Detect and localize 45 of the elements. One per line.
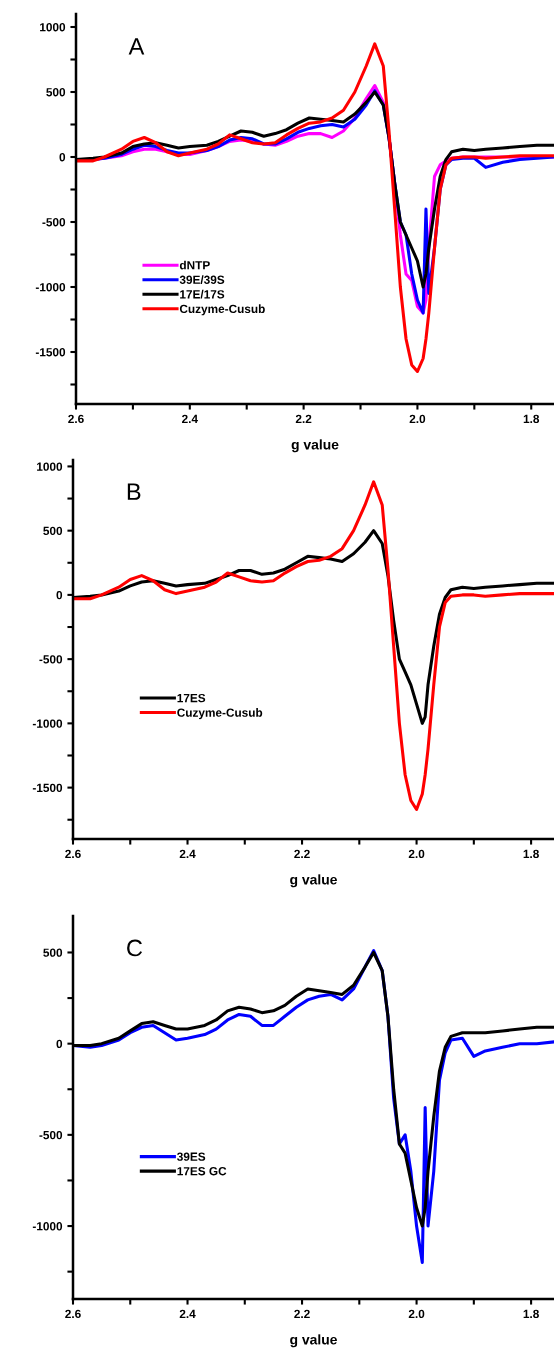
annotation: B [127,483,141,500]
y-tick-label: 1000 [37,462,63,471]
annotation: C [127,939,143,957]
legend-label: 17ES [177,693,206,703]
x-tick-label: 2.0 [409,414,426,424]
x-tick-label: 2.2 [294,1309,310,1318]
legend-label: 39ES [177,1152,206,1161]
y-tick-label: 0 [59,153,66,162]
x-tick-label: 2.4 [179,849,196,858]
y-tick-label: -1500 [35,348,66,357]
x-tick-label: 1.8 [523,414,540,424]
x-tick-label: 2.4 [182,414,198,423]
legend-label: 17ES GC [177,1167,227,1176]
y-tick-label: -1500 [32,783,63,792]
y-tick-label: -1000 [32,719,63,728]
y-tick-label: 500 [43,526,63,536]
y-tick-label: 500 [43,948,63,957]
x-tick-label: 2.4 [179,1309,196,1318]
x-tick-label: 2.6 [65,1309,81,1319]
annotation: A [128,38,145,55]
legend-label: Cuzyme-Cusub [177,708,263,720]
y-tick-label: 0 [56,590,63,600]
x-tick-label: 2.6 [68,414,84,424]
legend-label: dNTP [179,260,210,270]
x-axis-title: g value [291,439,339,453]
x-tick-label: 2.0 [408,1309,425,1319]
x-tick-label: 2.2 [295,414,312,423]
y-tick-label: -500 [42,218,66,227]
x-axis-title: g value [290,1334,337,1348]
y-tick-label: 500 [46,88,66,97]
y-tick-label: 0 [56,1039,63,1049]
legend-label: 39E/39S [179,275,225,285]
x-tick-label: 2.2 [294,849,310,858]
x-tick-label: 2.6 [65,849,81,859]
y-tick-label: -1000 [32,1222,63,1231]
y-tick-label: -500 [39,655,63,664]
y-tick-label: -500 [39,1130,63,1140]
x-tick-label: 1.8 [523,849,539,859]
y-tick-label: 1000 [40,23,66,32]
x-tick-label: 1.8 [523,1309,539,1319]
y-tick-label: -1000 [35,283,66,292]
legend-label: Cuzyme-Cusub [179,304,265,316]
legend-label: 17E/17S [180,289,225,299]
x-axis-title: g value [290,874,337,888]
x-tick-label: 2.0 [408,849,425,859]
